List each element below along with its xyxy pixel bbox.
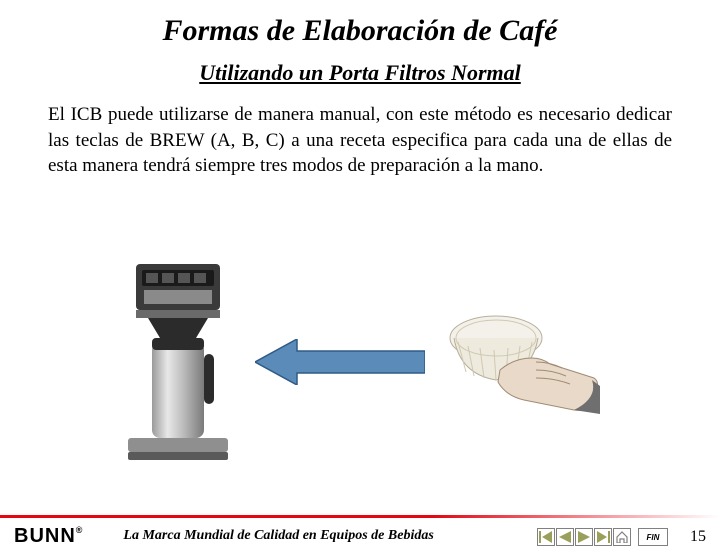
image-row — [0, 264, 720, 474]
nav-fin-button[interactable]: FIN — [638, 528, 668, 546]
coffee-brewer-image — [118, 264, 238, 464]
nav-prev-button[interactable] — [556, 528, 574, 546]
arrow-shape — [255, 339, 425, 385]
footer-tagline: La Marca Mundial de Calidad en Equipos d… — [123, 528, 433, 544]
page-title: Formas de Elaboración de Café — [0, 14, 720, 48]
nav-controls: FIN — [537, 528, 668, 546]
page-subtitle: Utilizando un Porta Filtros Normal — [0, 60, 720, 86]
logo-text: BUNN — [14, 525, 76, 547]
bunn-logo: BUNN® — [14, 525, 83, 548]
page-number: 15 — [690, 528, 706, 546]
nav-last-button[interactable] — [594, 528, 612, 546]
filter-hand-image — [440, 304, 600, 414]
registered-icon: ® — [76, 525, 84, 535]
nav-first-button[interactable] — [537, 528, 555, 546]
nav-home-button[interactable] — [613, 528, 631, 546]
body-paragraph: El ICB puede utilizarse de manera manual… — [48, 102, 672, 179]
nav-next-button[interactable] — [575, 528, 593, 546]
footer: BUNN® La Marca Mundial de Calidad en Equ… — [0, 518, 720, 554]
arrow-icon — [255, 339, 425, 385]
